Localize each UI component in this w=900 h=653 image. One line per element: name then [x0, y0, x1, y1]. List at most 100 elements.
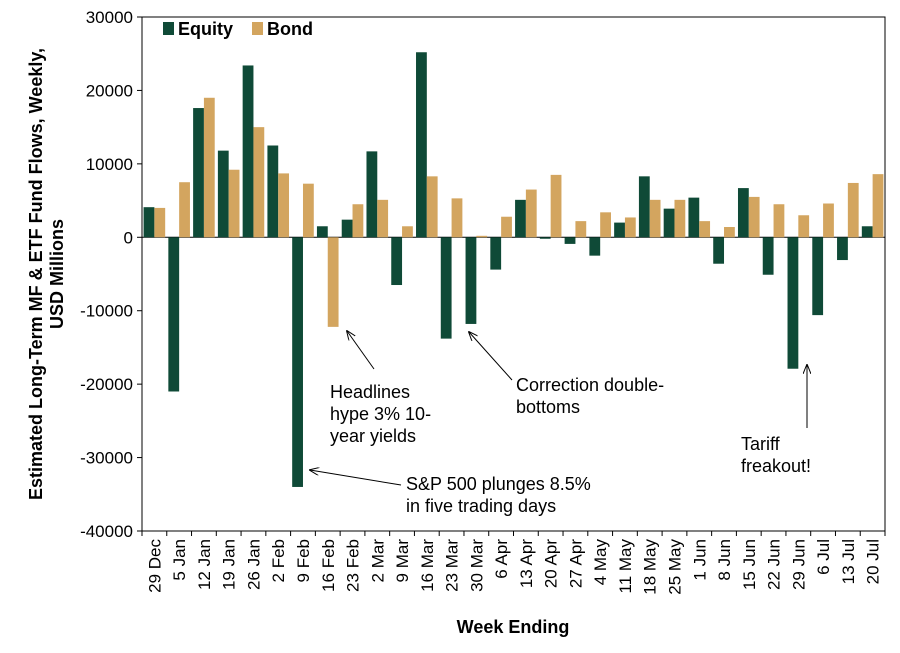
y-tick-label: 10000 — [86, 155, 133, 174]
bar-equity-16-feb — [316, 226, 328, 238]
bar-bond-6-jul — [823, 203, 834, 238]
x-tick-label: 20 Apr — [542, 539, 561, 588]
bar-bond-20-jul — [872, 174, 884, 238]
bar-equity-13-apr — [515, 199, 526, 238]
x-tick-label: 11 May — [616, 539, 635, 594]
x-axis-title: Week Ending — [457, 617, 570, 637]
bar-bond-25-may — [674, 199, 686, 238]
annotation-line: Correction double- — [516, 375, 664, 395]
x-tick-label: 23 Feb — [344, 539, 363, 592]
y-tick-label: 30000 — [86, 8, 133, 27]
bar-bond-4-may — [600, 212, 611, 238]
x-tick-label: 9 Mar — [393, 539, 412, 583]
bar-equity-19-jan — [217, 150, 229, 238]
bar-equity-25-may — [663, 208, 675, 238]
bar-equity-30-mar — [465, 237, 477, 324]
bar-equity-12-jan — [193, 108, 204, 238]
bar-equity-11-may — [614, 222, 625, 238]
annotation-line: freakout! — [741, 456, 811, 476]
bar-bond-13-apr — [525, 189, 537, 238]
x-tick-label: 6 Apr — [492, 539, 511, 579]
annotation-line: S&P 500 plunges 8.5% — [406, 474, 591, 494]
bars-layer — [143, 52, 884, 487]
bar-equity-15-jun — [737, 188, 749, 238]
x-tick-label: 23 Mar — [443, 539, 462, 592]
bar-bond-16-mar — [426, 176, 438, 238]
bar-equity-13-jul — [837, 237, 848, 261]
bar-equity-29-jun — [787, 237, 799, 369]
x-axis-ticks: 29 Dec 5 Jan 12 Jan 19 Jan 26 Jan 2 Feb 9 Feb 1… — [141, 531, 886, 595]
annotation: S&P 500 plunges 8.5% in five trading days — [310, 470, 591, 516]
x-tick-label: 29 Dec — [145, 539, 164, 593]
y-tick-label: -20000 — [80, 375, 133, 394]
legend-swatch-bond — [252, 22, 263, 35]
bar-bond-2-feb — [278, 173, 290, 238]
legend-label-equity: Equity — [178, 19, 233, 39]
bar-equity-29-dec — [143, 207, 155, 238]
x-tick-label: 5 Jan — [170, 539, 189, 581]
x-tick-label: 6 Jul — [814, 539, 833, 575]
annotation-line: Headlines — [330, 382, 410, 402]
x-tick-label: 15 Jun — [740, 539, 759, 590]
bar-bond-1-jun — [699, 221, 711, 238]
annotation-line: bottoms — [516, 397, 580, 417]
bar-equity-18-may — [638, 176, 650, 238]
legend: Equity Bond — [163, 19, 313, 39]
bar-bond-13-jul — [847, 182, 859, 238]
bar-equity-9-mar — [391, 237, 403, 286]
x-tick-label: 12 Jan — [195, 539, 214, 590]
bar-equity-16-mar — [416, 52, 427, 238]
annotation: Correction double-bottoms — [469, 332, 664, 417]
annotation-line: Tariff — [741, 434, 781, 454]
annotation-text: Tariff freakout! — [741, 434, 811, 476]
bar-bond-5-jan — [179, 182, 190, 238]
bar-equity-2-mar — [366, 151, 378, 238]
x-tick-label: 26 Jan — [244, 539, 263, 590]
y-tick-label: -10000 — [80, 302, 133, 321]
annotation-line: hype 3% 10- — [330, 404, 431, 424]
bar-equity-1-jun — [688, 197, 700, 238]
annotation-arrow — [347, 331, 375, 370]
bar-equity-6-apr — [490, 237, 502, 270]
annotation-arrow — [469, 332, 513, 381]
bar-bond-2-mar — [377, 199, 389, 238]
bar-equity-5-jan — [168, 237, 180, 392]
y-tick-label: -40000 — [80, 522, 133, 541]
x-tick-label: 16 Feb — [319, 539, 338, 592]
bar-bond-23-mar — [451, 198, 463, 238]
bar-bond-9-mar — [402, 226, 413, 238]
x-tick-label: 19 Jan — [220, 539, 239, 590]
x-tick-label: 29 Jun — [789, 539, 808, 590]
annotations-layer: Headlines hype 3% 10-year yields Correctio… — [310, 331, 811, 516]
y-axis-title-line: USD Millions — [47, 219, 67, 329]
bar-equity-23-feb — [341, 219, 353, 238]
bar-equity-22-jun — [762, 237, 774, 275]
x-tick-label: 8 Jun — [715, 539, 734, 581]
x-tick-label: 13 Apr — [517, 539, 536, 588]
y-axis-ticks: 30000 20000 10000 0 -10000 -20000 -30000 -40000 — [80, 8, 142, 541]
x-tick-label: 9 Feb — [294, 539, 313, 582]
x-tick-label: 27 Apr — [566, 539, 585, 588]
x-tick-label: 22 Jun — [765, 539, 784, 590]
annotation-line: in five trading days — [406, 496, 556, 516]
y-axis-title-line: Estimated Long-Term MF & ETF Fund Flows,… — [26, 48, 46, 500]
annotation-text: S&P 500 plunges 8.5% in five trading days — [406, 474, 591, 516]
bar-bond-16-feb — [327, 237, 339, 327]
x-tick-label: 16 Mar — [418, 539, 437, 592]
y-tick-label: -30000 — [80, 449, 133, 468]
bar-bond-22-jun — [773, 204, 785, 238]
annotation-line: year yields — [330, 426, 416, 446]
bar-bond-11-may — [624, 217, 636, 238]
x-tick-label: 1 Jun — [690, 539, 709, 581]
bar-equity-23-mar — [440, 237, 452, 339]
x-tick-label: 18 May — [641, 539, 660, 595]
bar-bond-27-apr — [575, 221, 587, 238]
y-axis-title: Estimated Long-Term MF & ETF Fund Flows,… — [26, 48, 67, 500]
bar-bond-12-jan — [203, 97, 215, 238]
y-tick-label: 20000 — [86, 81, 133, 100]
legend-label-bond: Bond — [267, 19, 313, 39]
bar-bond-29-dec — [154, 207, 166, 238]
annotation: Tariff freakout! — [741, 365, 811, 476]
annotation-arrow — [310, 470, 402, 486]
x-tick-label: 2 Mar — [368, 539, 387, 583]
